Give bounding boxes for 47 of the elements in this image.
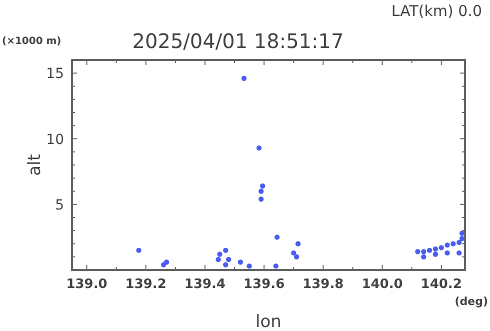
point: [260, 183, 266, 189]
point: [274, 234, 280, 240]
point: [216, 256, 221, 262]
y-tick-label: 5: [55, 197, 64, 214]
x-tick-label: 139.0: [66, 277, 108, 292]
point: [258, 196, 264, 202]
point: [426, 248, 432, 253]
point: [291, 250, 296, 256]
point: [223, 262, 228, 268]
y-tick-label: 10: [46, 132, 64, 148]
text: (deg): [454, 295, 488, 308]
point: [241, 76, 247, 81]
point: [238, 260, 244, 265]
y-tick-label: 15: [46, 66, 64, 82]
x-tick-label: 139.6: [244, 277, 285, 292]
x-tick-label: 139.4: [184, 277, 226, 292]
point: [295, 241, 301, 246]
point: [432, 246, 438, 252]
point: [246, 263, 252, 269]
x-tick-label: 140.0: [362, 277, 403, 292]
chart-title: 2025/04/01 18:51:17: [132, 29, 344, 53]
point: [438, 245, 444, 250]
point: [432, 252, 438, 257]
x-tick-label: 139.2: [125, 277, 166, 292]
point: [258, 188, 264, 194]
point: [415, 249, 420, 254]
point: [456, 250, 462, 256]
chart-subtitle: LAT(km) 0.0: [391, 2, 482, 20]
point: [256, 145, 262, 151]
point: [226, 256, 232, 262]
point: [421, 254, 426, 260]
x-axis-title: lon: [256, 312, 282, 331]
point: [136, 248, 142, 253]
point: [223, 248, 228, 253]
point: [444, 242, 450, 248]
point: [456, 240, 462, 246]
x-tick-label: 140.2: [420, 277, 462, 292]
text: (×1000 m): [2, 36, 62, 47]
point: [444, 250, 450, 256]
y-axis-title: alt: [25, 154, 45, 176]
point: [450, 241, 456, 246]
point: [294, 254, 300, 260]
x-tick-label: 139.8: [302, 277, 344, 292]
point: [421, 249, 426, 254]
point: [273, 263, 278, 269]
point: [161, 262, 166, 268]
point: [217, 252, 222, 257]
